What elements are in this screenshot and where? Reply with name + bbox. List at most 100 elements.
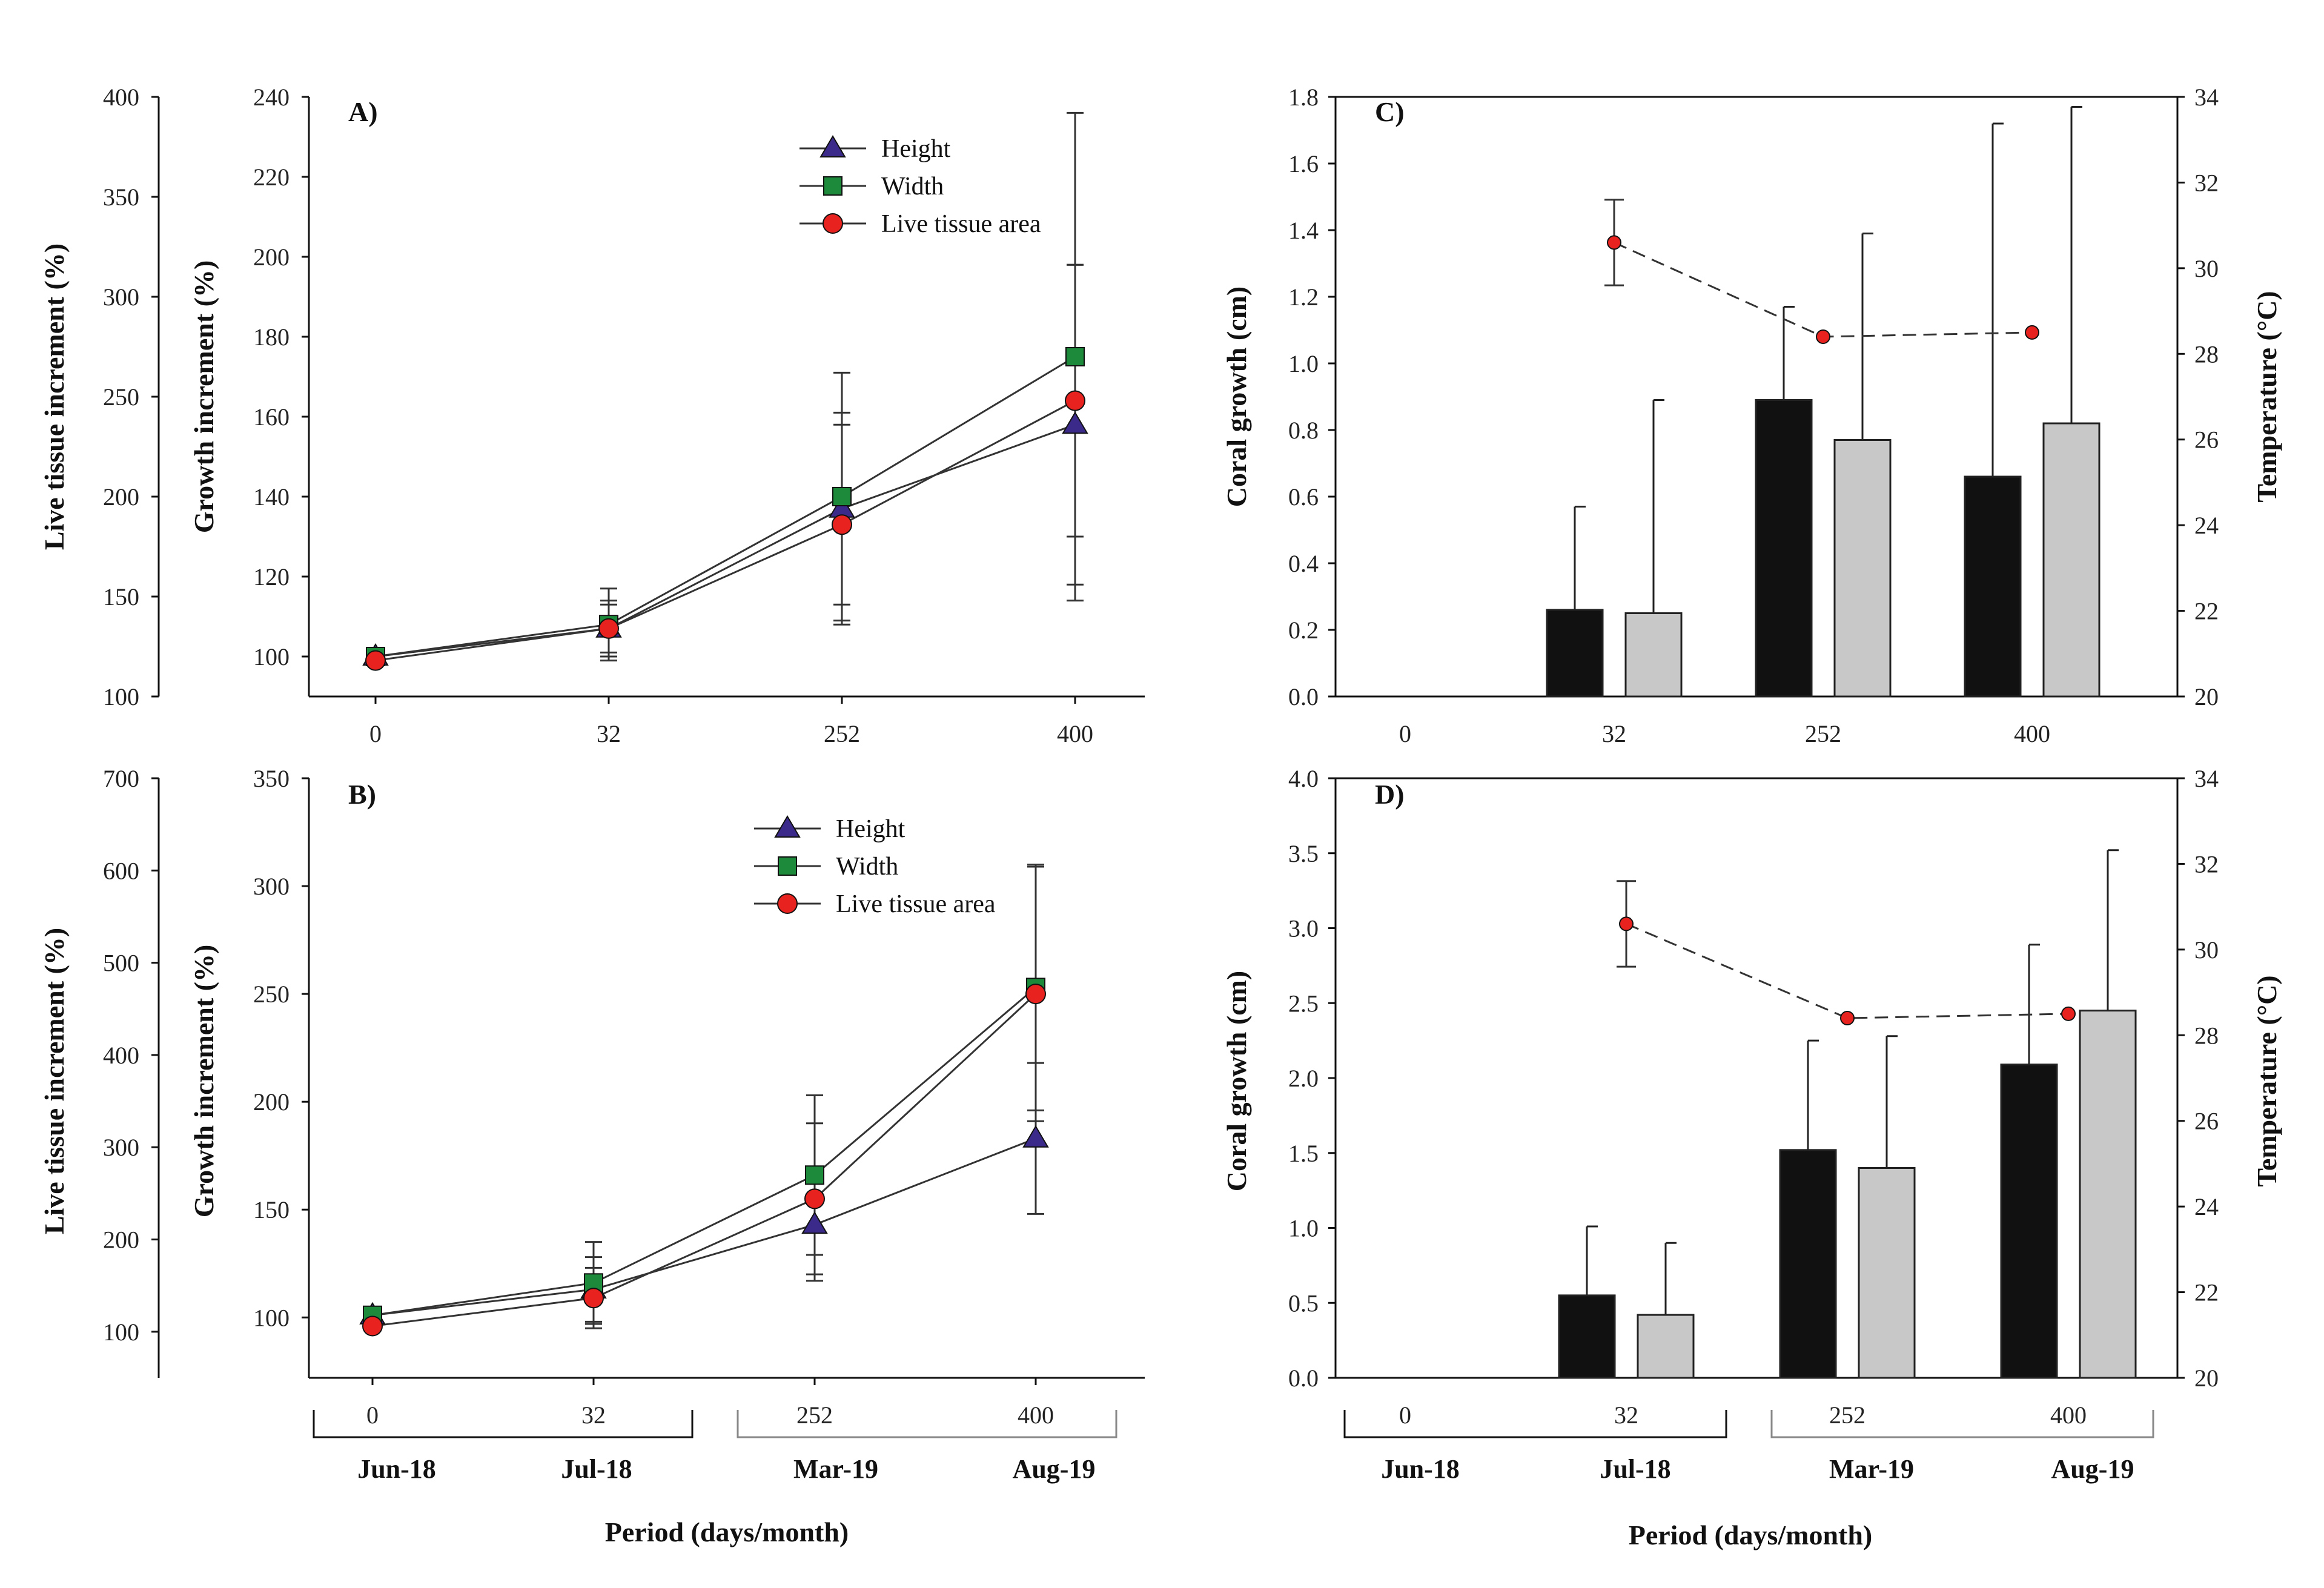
y2tick-label: 30 [2194,255,2219,282]
outer-ytick-label: 150 [103,583,139,610]
panel-d: 0.0 0.5 1.0 1.5 2.0 2.5 3.0 3.5 4.0 20 22 24 26 28 30… [1221,765,2282,1550]
ytick-label: 1.0 [1288,350,1319,377]
y2tick-label: 22 [2194,1279,2219,1306]
ytick-label: 0.4 [1288,550,1319,577]
legend-marker-height [774,815,801,838]
legend-marker-live-tissue-area [777,893,798,914]
inner-ytick-label: 220 [253,164,290,191]
ytick-label: 1.2 [1288,283,1319,311]
bar-black [1546,609,1604,698]
series-line-live-tissue-area [372,993,1037,1328]
inner-ytick-label: 350 [253,765,290,792]
temperature-line [1614,242,2033,338]
data-point-width [805,1165,824,1185]
inner-ytick-label: 140 [253,483,290,511]
y2tick-label: 26 [2194,426,2219,454]
y2tick-label: 24 [2194,1193,2219,1220]
month-aug-19-left: Aug-19 [1013,1454,1096,1484]
temperature-point [2061,1006,2076,1021]
outer-ytick-label: 400 [103,1042,139,1069]
data-point-live-tissue-area [1065,390,1085,411]
outer-ytick-label: 200 [103,483,139,511]
outer-ytick-label: 400 [103,84,139,111]
ytick-label: 0.2 [1288,617,1319,644]
ytick-label: 1.8 [1288,84,1319,111]
xtick-label: 32 [597,720,621,747]
data-point-height [1022,1125,1049,1148]
ytick-label: 0.5 [1288,1289,1319,1317]
month-aug-19-right: Aug-19 [2051,1454,2134,1484]
temperature-line [1626,923,2069,1019]
panel-c: 0.0 0.2 0.4 0.6 0.8 1.0 1.2 1.4 1.6 1.8 20 22 24 26 2… [1221,84,2282,747]
ytick-label: 0.8 [1288,417,1319,444]
series-line-height [372,1137,1036,1317]
temperature-point [1607,235,1621,250]
bar-grey [1637,1314,1695,1379]
ytick-label: 0.0 [1288,683,1319,710]
outer-ytick-label: 100 [103,683,139,710]
xtick-label: 252 [796,1401,833,1429]
panel-label-c: C) [1375,96,1405,127]
data-point-live-tissue-area [832,514,852,535]
bar-grey [2042,422,2101,698]
bar-black [1558,1294,1616,1379]
data-point-width [1065,347,1085,366]
xtick-label: 252 [1805,720,1841,747]
panel-a: 100 150 200 250 300 350 400 Live tissue increm… [39,84,1145,747]
xlabel-right: Period (days/month) [1629,1520,1873,1550]
data-point-live-tissue-area [598,618,619,639]
y2tick-label: 20 [2194,683,2219,710]
y2tick-label: 22 [2194,598,2219,625]
inner-ytick-label: 100 [253,643,290,670]
panel-label-b: B) [348,779,376,810]
y2label-c: Temperature (°C) [2251,291,2282,502]
y2tick-label: 32 [2194,169,2219,196]
bar-black [1755,399,1813,698]
xtick-label: 32 [1602,720,1626,747]
legend-marker-width [778,856,797,876]
inner-ytick-label: 150 [253,1196,290,1223]
bar-black [1779,1149,1837,1379]
ylabel-d: Coral growth (cm) [1221,971,1252,1192]
ytick-label: 1.4 [1288,217,1319,244]
ytick-label: 1.6 [1288,150,1319,177]
ylabel-c: Coral growth (cm) [1221,286,1252,508]
month-mar-19-left: Mar-19 [793,1454,878,1484]
inner-ytick-label: 120 [253,563,290,591]
ytick-label: 4.0 [1288,765,1319,792]
xtick-label: 400 [2014,720,2050,747]
month-jul-18-right: Jul-18 [1600,1454,1670,1484]
bar-black [1964,475,2022,698]
series-line-width [375,356,1076,658]
inner-ytick-label: 200 [253,243,290,271]
xlabel-left: Period (days/month) [605,1517,849,1547]
y2tick-label: 26 [2194,1108,2219,1135]
xtick-label: 32 [1614,1401,1638,1429]
y2label-d: Temperature (°C) [2251,975,2282,1186]
temperature-point [2025,325,2039,340]
xtick-label: 32 [581,1401,606,1429]
ytick-label: 2.0 [1288,1065,1319,1092]
data-point-live-tissue-area [365,650,386,671]
data-point-width [832,487,852,506]
y2tick-label: 20 [2194,1365,2219,1392]
panel-label-a: A) [348,96,378,127]
legend-label: Live tissue area [836,890,996,918]
legend-marker-live-tissue-area [823,213,843,234]
legend-label: Width [836,853,898,881]
outer-ytick-label: 300 [103,1134,139,1161]
legend-label: Live tissue area [881,210,1041,238]
bar-grey [1833,439,1892,698]
xtick-label: 400 [1057,720,1093,747]
inner-ytick-label: 240 [253,84,290,111]
outer-ytick-label: 200 [103,1226,139,1254]
ytick-label: 1.0 [1288,1215,1319,1242]
month-mar-19-right: Mar-19 [1829,1454,1914,1484]
xtick-label: 252 [1829,1401,1865,1429]
inner-ytick-label: 100 [253,1304,290,1331]
legend-label: Width [881,173,944,200]
xtick-label: 400 [2050,1401,2087,1429]
ytick-label: 3.0 [1288,915,1319,942]
y2tick-label: 30 [2194,936,2219,964]
